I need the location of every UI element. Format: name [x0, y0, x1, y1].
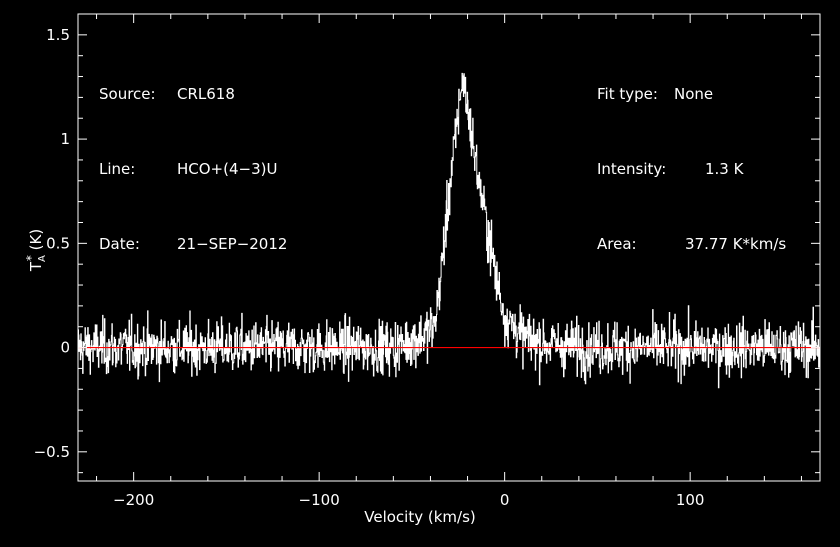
- y-tick-label: 1.5: [46, 26, 70, 44]
- line-row: Line: HCO+(4−3)U: [99, 157, 287, 182]
- y-axis-label-sub: A: [37, 255, 48, 262]
- y-tick-label: 0.5: [46, 234, 70, 252]
- axes-frame: [77, 13, 821, 482]
- source-value: CRL618: [177, 85, 235, 103]
- x-tick-label: −100: [299, 491, 340, 509]
- x-axis-label: Velocity (km/s): [364, 508, 476, 526]
- y-tick-label: 0: [60, 339, 70, 357]
- fit-type-row: Fit type: None: [597, 82, 786, 107]
- x-axis-ticks: −200 −100 0 100: [96, 14, 802, 509]
- y-tick-label: −0.5: [34, 443, 70, 461]
- line-value: HCO+(4−3)U: [177, 160, 278, 178]
- y-tick-label: 1: [60, 130, 70, 148]
- x-tick-label: 0: [500, 491, 510, 509]
- y-axis-label-unit: (K): [27, 228, 45, 251]
- y-axis-label: TA* (K): [24, 210, 48, 290]
- header-right: Fit type: None Intensity: 1.3 K Area: 37.77…: [597, 32, 786, 282]
- intensity-value: 1.3 K: [705, 160, 744, 178]
- y-axis-label-symbol: T: [27, 262, 45, 272]
- header-left: Source: CRL618 Line: HCO+(4−3)U Date: 21−SE…: [99, 32, 287, 282]
- y-axis-ticks: −0.5 0 0.5 1 1.5: [34, 13, 820, 474]
- fit-type-key: Fit type:: [597, 85, 658, 103]
- x-tick-label: −200: [113, 491, 154, 509]
- x-tick-label: 100: [676, 491, 705, 509]
- date-value: 21−SEP−2012: [177, 235, 288, 253]
- source-row: Source: CRL618: [99, 82, 287, 107]
- date-key: Date:: [99, 235, 140, 253]
- area-row: Area: 37.77 K*km/s: [597, 232, 786, 257]
- intensity-row: Intensity: 1.3 K: [597, 157, 786, 182]
- intensity-key: Intensity:: [597, 160, 667, 178]
- source-key: Source:: [99, 85, 156, 103]
- fit-type-value: None: [674, 85, 714, 103]
- area-key: Area:: [597, 235, 637, 253]
- date-row: Date: 21−SEP−2012: [99, 232, 287, 257]
- line-key: Line:: [99, 160, 136, 178]
- y-axis-label-sup: *: [24, 255, 38, 262]
- area-value: 37.77 K*km/s: [685, 235, 787, 253]
